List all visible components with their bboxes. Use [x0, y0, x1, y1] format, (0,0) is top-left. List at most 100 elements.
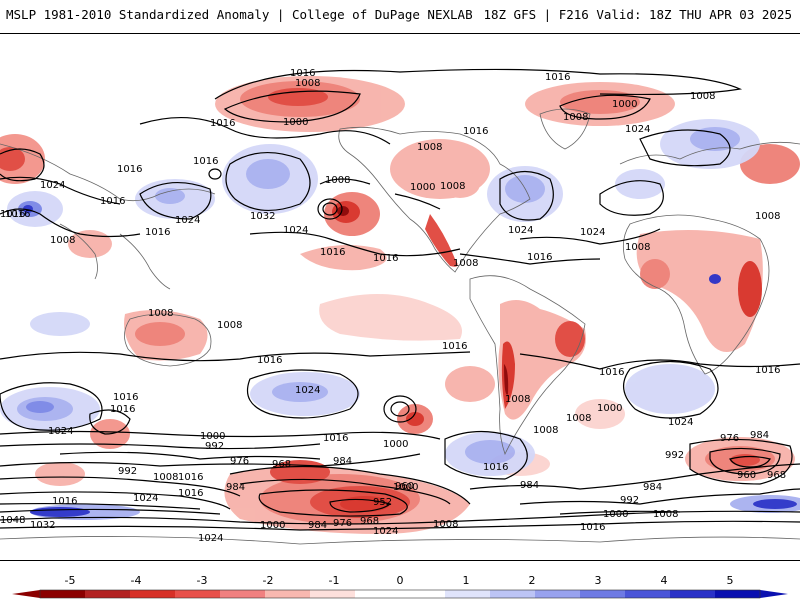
colorbar-tick-label: -4	[131, 574, 142, 587]
colorbar-swatch	[400, 590, 446, 598]
isobar-label: 1016	[290, 68, 315, 79]
isobar-label: 992	[118, 466, 137, 477]
isobar-labels: 1016 1008 1000 1016 1008 1000 1008 1016 …	[0, 68, 786, 544]
colorbar-swatch	[265, 590, 311, 598]
isobar-label: 1016	[113, 392, 138, 403]
isobar-label: 984	[308, 520, 327, 531]
isobar-label: 1008	[433, 519, 458, 530]
isobar-contours	[0, 68, 800, 531]
isobar-label: 992	[665, 450, 684, 461]
isobar-label: 1000	[383, 439, 408, 450]
colorbar-tick-label: -2	[263, 574, 274, 587]
isobar-label: 984	[750, 430, 769, 441]
isobar-label: 1016	[193, 156, 218, 167]
isobar-label: 1024	[625, 124, 650, 135]
colorbar-swatch	[535, 590, 581, 598]
colorbar-swatch	[175, 590, 221, 598]
isobar-label: 1016	[545, 72, 570, 83]
colorbar-extend-high	[760, 590, 788, 598]
isobar-label: 1016	[755, 365, 780, 376]
isobar-label: 1016	[527, 252, 552, 263]
colorbar-swatch	[85, 590, 131, 598]
isobar-label: 1024	[175, 215, 200, 226]
colorbar-swatch	[490, 590, 536, 598]
colorbar-swatch	[715, 590, 761, 598]
isobar-label: 1016	[52, 496, 77, 507]
isobar-label: 1008	[690, 91, 715, 102]
isobar-label: 1032	[30, 520, 55, 531]
isobar-label: 1032	[250, 211, 275, 222]
isobar-label: 976	[720, 433, 739, 444]
colorbar: -5 -4 -3 -2 -1 0 1 2 3 4 5	[0, 572, 800, 600]
isobar-label: 1008	[153, 472, 178, 483]
isobar-label: 1024	[198, 533, 223, 544]
colorbar-swatch	[355, 590, 401, 598]
isobar-label: 1000	[597, 403, 622, 414]
isobar-label: 1016	[117, 164, 142, 175]
isobar-label: 1008	[440, 181, 465, 192]
isobar-label: 1024	[668, 417, 693, 428]
colorbar-swatch	[220, 590, 266, 598]
isobar-label: 1000	[612, 99, 637, 110]
isobar-label: 1000	[410, 182, 435, 193]
isobar-label: 1008	[625, 242, 650, 253]
isobar-label: 1000	[283, 117, 308, 128]
isobar-label: 984	[226, 482, 245, 493]
isobar-label: 1024	[508, 225, 533, 236]
colorbar-swatches	[12, 589, 788, 599]
isobar-label: 1016	[110, 404, 135, 415]
isobar-label: 1016	[599, 367, 624, 378]
isobar-label: 960	[737, 470, 756, 481]
colorbar-tick-label: 2	[529, 574, 536, 587]
isobar-label: 976	[333, 518, 352, 529]
isobar-label: 1008	[653, 509, 678, 520]
colorbar-outline	[39, 589, 761, 599]
isobar-label: 1024	[48, 426, 73, 437]
isobar-label: 1008	[453, 258, 478, 269]
colorbar-extend-low	[12, 590, 40, 598]
isobar-label: 1016	[257, 355, 282, 366]
isobar-label: 1024	[40, 180, 65, 191]
isobar-label: 1000	[200, 431, 225, 442]
colorbar-tick-label: 1	[463, 574, 470, 587]
isobar-label: 960	[395, 481, 414, 492]
colorbar-tick-label: -3	[197, 574, 208, 587]
isobar-label: 1016	[210, 118, 235, 129]
isobar-label: 1048	[0, 515, 25, 526]
isobar-label: 1016	[373, 253, 398, 264]
isobar-label: 1008	[505, 394, 530, 405]
positive-anomaly-shading	[0, 119, 800, 520]
colorbar-swatch	[40, 590, 86, 598]
isobar-label: 984	[520, 480, 539, 491]
colorbar-tick-label: 5	[727, 574, 734, 587]
colorbar-tick-label: 3	[595, 574, 602, 587]
isobar-label: 1016	[145, 227, 170, 238]
isobar-label: 1024	[580, 227, 605, 238]
isobar-label: 1016	[320, 247, 345, 258]
isobar-label: 984	[333, 456, 352, 467]
isobar-label: 1008	[566, 413, 591, 424]
colorbar-swatch	[445, 590, 491, 598]
isobar-label: 968	[272, 459, 291, 470]
isobar-label: 1016	[323, 433, 348, 444]
isobar-label: 1008	[217, 320, 242, 331]
colorbar-swatch	[130, 590, 176, 598]
isobar-label: 992	[620, 495, 639, 506]
isobar-label: 1008	[148, 308, 173, 319]
isobar-label: 1024	[373, 526, 398, 537]
isobar-label: 1016	[100, 196, 125, 207]
isobar-label: 992	[205, 441, 224, 452]
isobar-label: 1008	[417, 142, 442, 153]
colorbar-swatch	[670, 590, 716, 598]
isobar-label: 1008	[533, 425, 558, 436]
map-title: MSLP 1981-2010 Standardized Anomaly | Co…	[6, 7, 473, 22]
colorbar-swatch	[625, 590, 671, 598]
colorbar-tick-label: 0	[397, 574, 404, 587]
isobar-label: 1016	[580, 522, 605, 533]
isobar-label: 1024	[133, 493, 158, 504]
isobar-label: 1000	[603, 509, 628, 520]
colorbar-swatch	[580, 590, 626, 598]
isobar-label: 1016	[0, 209, 25, 220]
isobar-label: 1008	[50, 235, 75, 246]
anomaly-map: 1016 1008 1000 1016 1008 1000 1008 1016 …	[0, 33, 800, 561]
